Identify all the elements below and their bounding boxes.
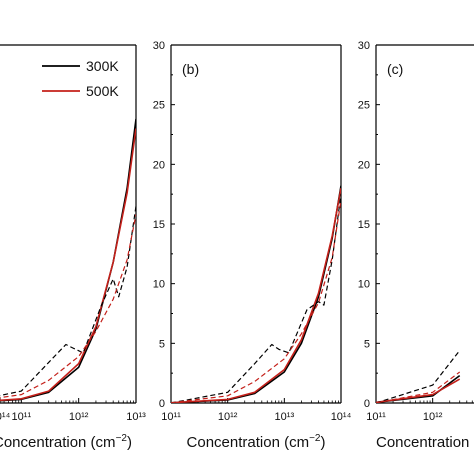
y-tick-label: 25	[153, 100, 165, 112]
series-500k	[171, 188, 341, 403]
series-dashed-red	[171, 200, 341, 403]
y-tick-label: 30	[358, 40, 370, 52]
series-dashed-red	[0, 214, 136, 399]
y-tick-label: 20	[358, 159, 370, 171]
y-tick-label: 5	[159, 338, 165, 350]
panel-label: (b)	[182, 61, 199, 77]
series-dashed-black	[0, 206, 136, 397]
y-tick-label: 20	[153, 159, 165, 171]
x-axis-title: Concentration (cm−2)	[187, 433, 326, 451]
y-tick-label: 10	[358, 279, 370, 291]
x-tick-label: 10¹³	[126, 411, 146, 423]
series-500k	[376, 378, 461, 403]
panel-c: 0 5 10 15 20 25 30 10¹¹ 10¹² Concentration (c)	[358, 40, 474, 451]
series-dashed-red	[376, 371, 461, 403]
panel-label: (c)	[387, 61, 403, 77]
y-tick-label: 10	[153, 279, 165, 291]
panel-b: 0 5 10 15 20 25 30 10¹¹ 10¹² 10¹³ 10¹⁴ Concentratio…	[153, 40, 352, 451]
x-tick-label: 10¹⁴	[0, 411, 11, 423]
y-tick-label: 0	[364, 398, 370, 410]
x-axis-title: Concentration (cm−2)	[0, 433, 132, 451]
series-group	[0, 118, 136, 402]
y-tick-label: 30	[153, 40, 165, 52]
y-tick-label: 5	[364, 338, 370, 350]
x-axis-title: Concentration	[376, 434, 469, 451]
x-tick-label: 10¹²	[218, 411, 238, 423]
x-tick-label: 10¹²	[69, 411, 89, 423]
series-500k	[0, 128, 136, 402]
series-dashed-black	[171, 194, 341, 403]
series-300k	[376, 374, 461, 403]
series-group	[376, 350, 461, 403]
legend: 300K 500K	[42, 58, 119, 99]
legend-label: 300K	[86, 58, 119, 74]
x-tick-label: 10¹²	[423, 411, 443, 423]
series-group	[171, 185, 341, 403]
series-300k	[171, 185, 341, 403]
x-tick-label: 10¹⁴	[331, 411, 352, 423]
y-tick-label: 25	[358, 100, 370, 112]
y-tick-label: 15	[153, 219, 165, 231]
legend-label: 500K	[86, 83, 119, 99]
x-tick-label: 10¹¹	[366, 411, 386, 423]
y-tick-label: 0	[159, 398, 165, 410]
x-tick-label: 10¹³	[275, 411, 295, 423]
series-300k	[0, 118, 136, 402]
series-dashed-black	[376, 350, 461, 403]
y-tick-label: 15	[358, 219, 370, 231]
x-tick-label: 10¹¹	[161, 411, 181, 423]
x-tick-label: 10¹¹	[12, 411, 32, 423]
